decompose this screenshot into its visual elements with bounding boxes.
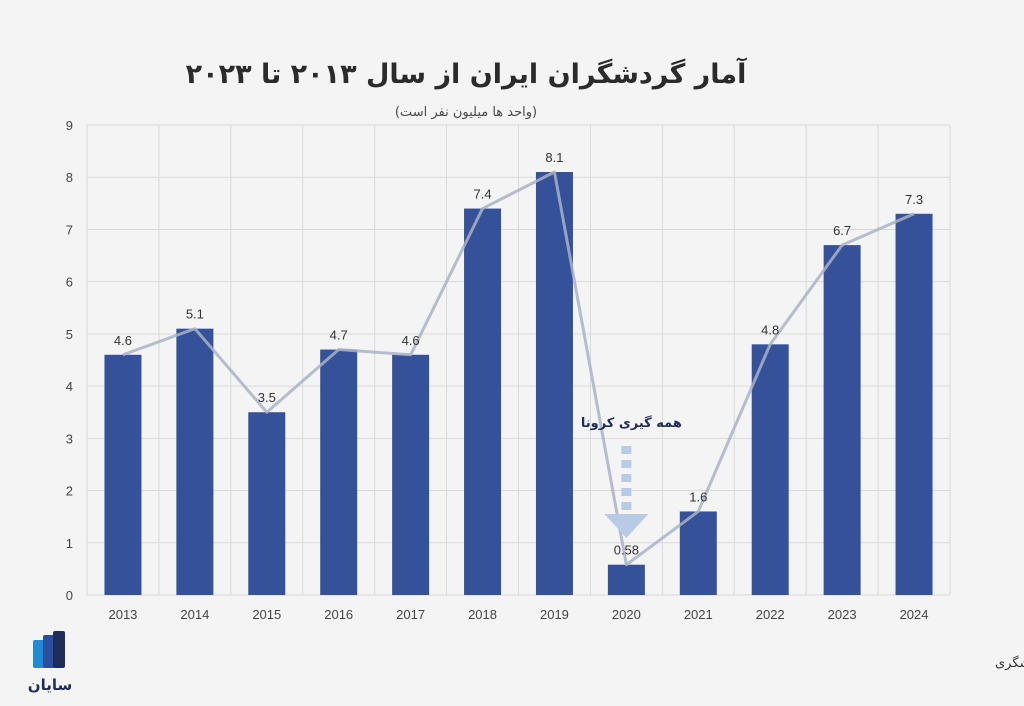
gridlines (86, 124, 951, 596)
data-label-2020: 0.58 (614, 543, 639, 558)
y-tick-label: 2 (66, 484, 73, 499)
x-tick-label: 2016 (324, 607, 353, 622)
y-tick-label: 8 (66, 170, 73, 185)
chart-title: آمار گردشگران ایران از سال ۲۰۱۳ تا ۲۰۲۳ (186, 57, 747, 90)
y-tick-label: 9 (66, 118, 73, 133)
annotation-label: همه گیری کرونا (581, 415, 682, 431)
x-tick-label: 2020 (612, 607, 641, 622)
x-axis-ticks: 2013 2014 2015 2016 2017 2018 2019 2020 2021 2022… (108, 607, 928, 622)
data-label-2015: 3.5 (258, 390, 276, 405)
source-note: منبع: وزارت میراث فرهنگی، صنایع دستی و گ… (995, 655, 1024, 671)
x-tick-label: 2022 (756, 607, 785, 622)
trend-line-group (122, 170, 915, 567)
y-tick-label: 3 (66, 431, 73, 446)
bars-logo-icon (33, 631, 65, 668)
x-tick-label: 2019 (540, 607, 569, 622)
y-tick-label: 7 (66, 222, 73, 237)
bar-2021 (679, 511, 717, 595)
bar-2023 (823, 245, 861, 595)
x-tick-label: 2018 (468, 607, 497, 622)
data-label-2024: 7.3 (905, 192, 923, 207)
data-label-2016: 4.7 (330, 328, 348, 343)
x-tick-label: 2015 (252, 607, 281, 622)
bar-2022 (751, 344, 789, 595)
bar-2024 (895, 213, 933, 595)
bar-2018 (464, 208, 502, 596)
y-tick-label: 4 (66, 379, 73, 394)
down-arrow-icon (604, 446, 649, 538)
data-label-2013: 4.6 (114, 333, 132, 348)
data-label-2018: 7.4 (474, 187, 492, 202)
x-tick-label: 2014 (180, 607, 209, 622)
annotation-group: همه گیری کرونا (581, 415, 682, 538)
data-labels: 4.6 5.1 3.5 4.7 4.6 7.4 8.1 0.58 1.6 4.8 6.7 7.3 (114, 150, 923, 558)
data-label-2022: 4.8 (761, 322, 779, 337)
bar-2016 (320, 349, 358, 595)
data-label-2017: 4.6 (402, 333, 420, 348)
x-tick-label: 2017 (396, 607, 425, 622)
y-tick-label: 0 (66, 588, 73, 603)
logo-text: سایان (28, 676, 72, 694)
x-tick-label: 2021 (684, 607, 713, 622)
x-tick-label: 2013 (108, 607, 137, 622)
bar-2014 (176, 328, 214, 595)
data-label-2014: 5.1 (186, 307, 204, 322)
bar-2020 (607, 564, 645, 595)
y-tick-label: 5 (66, 327, 73, 342)
bar-2013 (104, 354, 142, 595)
bar-2015 (248, 412, 286, 595)
bars (104, 172, 933, 596)
chart-subtitle: (واحد ها میلیون نفر است) (395, 105, 537, 120)
data-label-2023: 6.7 (833, 223, 851, 238)
y-axis-ticks: 0 1 2 3 4 5 6 7 8 9 (66, 118, 73, 603)
y-tick-label: 6 (66, 275, 73, 290)
y-tick-label: 1 (66, 536, 73, 551)
x-tick-label: 2024 (900, 607, 929, 622)
bar-2017 (392, 354, 430, 595)
data-label-2021: 1.6 (689, 489, 707, 504)
x-tick-label: 2023 (828, 607, 857, 622)
data-label-2019: 8.1 (545, 150, 563, 165)
trend-line (122, 170, 915, 567)
